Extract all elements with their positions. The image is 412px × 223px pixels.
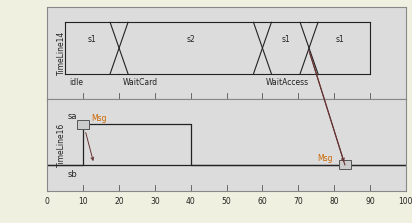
- Text: s1: s1: [281, 35, 290, 43]
- Bar: [339, 160, 351, 169]
- Text: 10: 10: [78, 197, 88, 206]
- Text: Msg: Msg: [317, 154, 332, 163]
- Text: 100: 100: [398, 197, 412, 206]
- Text: 80: 80: [329, 197, 339, 206]
- Text: WaitCard: WaitCard: [123, 78, 158, 87]
- Text: 40: 40: [186, 197, 196, 206]
- Text: s2: s2: [186, 35, 195, 43]
- Text: 50: 50: [222, 197, 232, 206]
- Text: WaitAccess: WaitAccess: [266, 78, 309, 87]
- Text: 20: 20: [114, 197, 124, 206]
- Text: s1: s1: [88, 35, 96, 43]
- Text: 70: 70: [293, 197, 303, 206]
- Text: idle: idle: [69, 78, 83, 87]
- Text: Msg: Msg: [91, 114, 107, 122]
- Text: s1: s1: [335, 35, 344, 43]
- Text: 90: 90: [365, 197, 375, 206]
- Text: sa: sa: [67, 112, 77, 121]
- Bar: [77, 120, 89, 129]
- Text: TimeLine16: TimeLine16: [57, 122, 66, 167]
- Text: 0: 0: [45, 197, 50, 206]
- Text: 60: 60: [258, 197, 267, 206]
- Text: sb: sb: [67, 170, 77, 179]
- Text: 30: 30: [150, 197, 160, 206]
- Text: TimeLine14: TimeLine14: [57, 31, 66, 75]
